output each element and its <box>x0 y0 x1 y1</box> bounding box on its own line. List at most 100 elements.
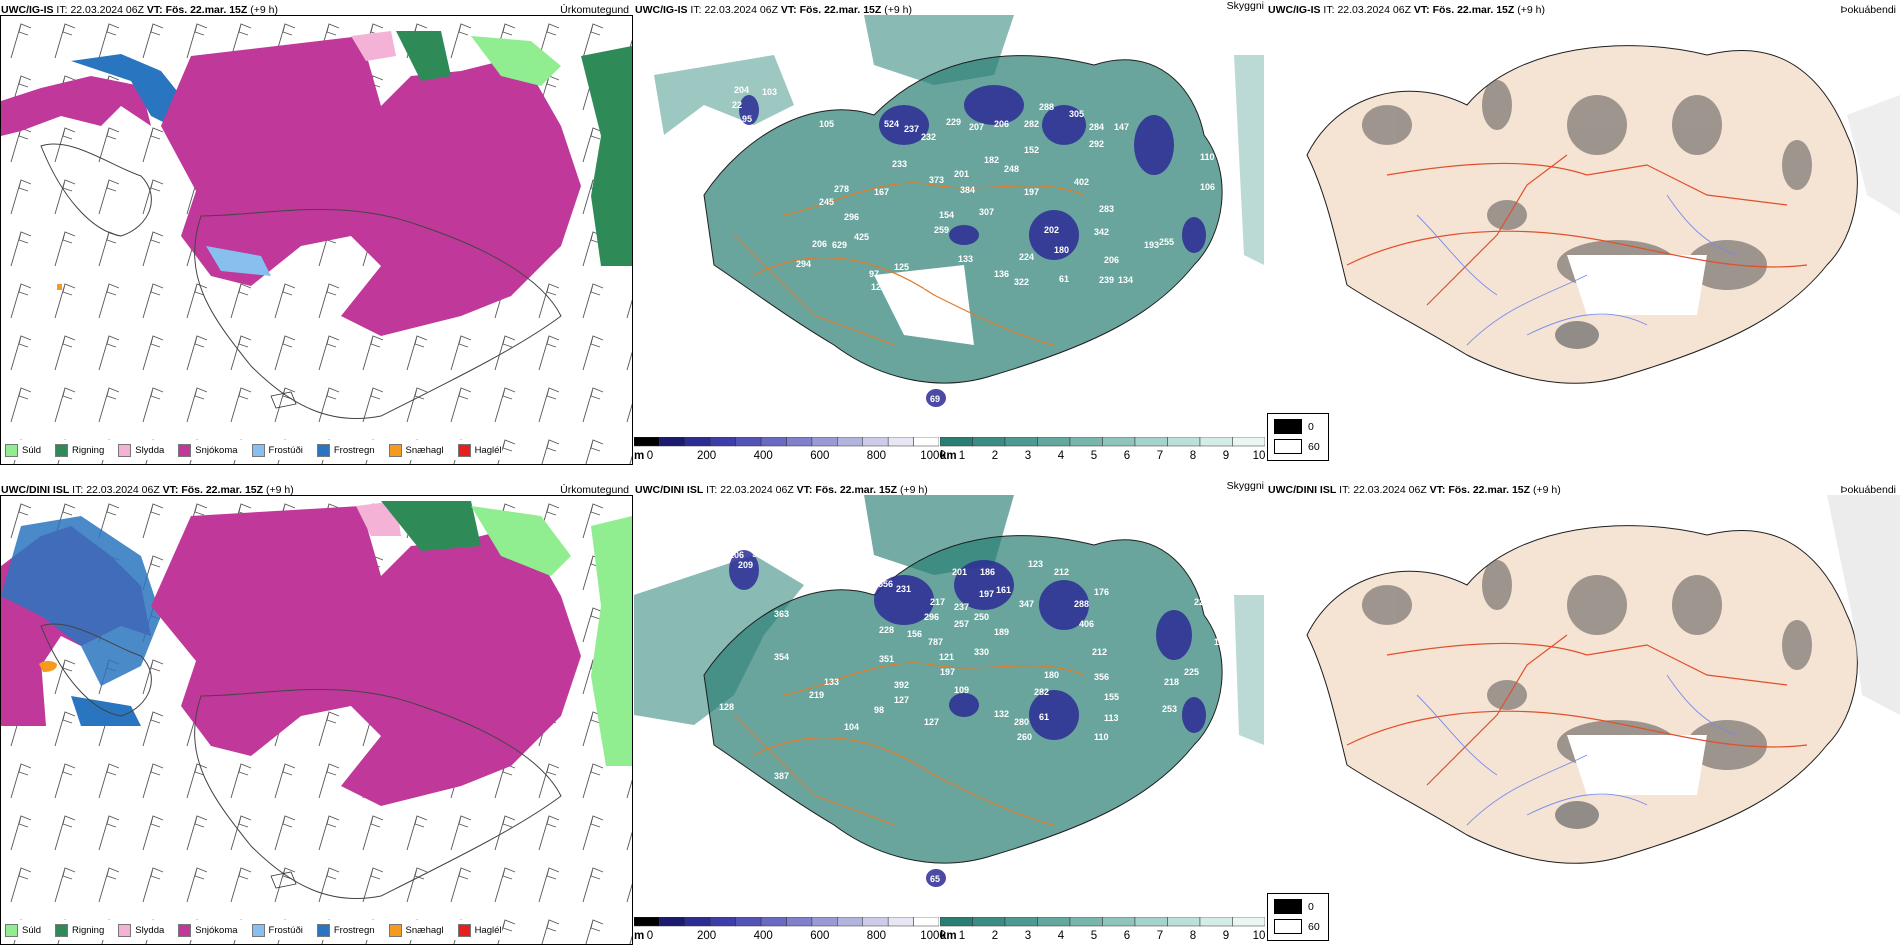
svg-text:105: 105 <box>819 119 834 129</box>
colorbar-tick: 9 <box>1222 450 1230 462</box>
svg-text:253: 253 <box>1162 704 1177 714</box>
svg-text:278: 278 <box>834 184 849 194</box>
svg-text:384: 384 <box>960 185 975 195</box>
svg-text:176: 176 <box>1094 587 1109 597</box>
legend-item: Haglél <box>457 923 502 937</box>
svg-text:161: 161 <box>996 585 1011 595</box>
colorbar-tick: 5 <box>1090 930 1098 942</box>
colorbar-segment <box>837 437 863 447</box>
panel-title: UWC/IG-IS IT: 22.03.2024 06Z VT: Fös. 22… <box>1268 4 1545 16</box>
svg-text:363: 363 <box>774 609 789 619</box>
colorbar-segment <box>1232 917 1265 927</box>
colorbar-tick: 5 <box>1090 450 1098 462</box>
svg-text:212: 212 <box>1054 567 1069 577</box>
svg-text:121: 121 <box>939 652 954 662</box>
svg-text:284: 284 <box>1089 122 1104 132</box>
svg-text:425: 425 <box>854 232 869 242</box>
precip-map: Súld Rigning Slydda Snjókoma Frostúði Fr… <box>0 15 633 465</box>
colorbar-segment <box>1069 917 1103 927</box>
svg-text:106: 106 <box>729 550 744 560</box>
colorbar-segment <box>940 437 973 447</box>
colorbar-tick: 4 <box>1057 930 1065 942</box>
panel-title: UWC/IG-IS IT: 22.03.2024 06Z VT: Fös. 22… <box>635 4 912 16</box>
colorbar-tick: 1000 <box>920 450 946 462</box>
svg-text:132: 132 <box>994 709 1009 719</box>
param-label: Úrkomutegund <box>560 484 629 496</box>
svg-text:127: 127 <box>924 717 939 727</box>
colorbar-tick: 600 <box>810 930 830 942</box>
colorbar-tick: 0 <box>646 930 654 942</box>
row-ig-is: UWC/IG-IS IT: 22.03.2024 06Z VT: Fös. 22… <box>0 0 1900 470</box>
visibility-colorbar: km 1 2 3 4 5 6 7 8 9 10 <box>940 917 1265 947</box>
swatch <box>178 443 192 457</box>
svg-text:237: 237 <box>904 124 919 134</box>
colorbar-tick: 10 <box>1252 450 1266 462</box>
svg-text:245: 245 <box>819 197 834 207</box>
ceiling-unit: m <box>634 930 645 942</box>
fog-legend-row: 60 <box>1274 919 1320 934</box>
colorbar-segment <box>811 917 838 927</box>
row-dini-isl: UWC/DINI ISL IT: 22.03.2024 06Z VT: Fös.… <box>0 480 1900 950</box>
svg-text:206: 206 <box>812 239 827 249</box>
svg-text:307: 307 <box>979 207 994 217</box>
svg-text:226: 226 <box>1194 597 1209 607</box>
colorbar-segment <box>659 437 686 447</box>
svg-text:154: 154 <box>939 210 954 220</box>
colorbar-tick: 3 <box>1024 450 1032 462</box>
svg-text:123: 123 <box>1028 559 1043 569</box>
svg-text:231: 231 <box>896 584 911 594</box>
colorbar-tick: 600 <box>810 450 830 462</box>
cloud-labels: 106 95 90 209 112 556 231 201 186 123 21… <box>719 549 1229 884</box>
swatch <box>55 923 69 937</box>
swatch <box>316 923 330 937</box>
svg-text:347: 347 <box>1019 599 1034 609</box>
colorbar-segment <box>1167 917 1201 927</box>
svg-text:125: 125 <box>789 79 804 89</box>
legend-item: Snæhagl <box>388 923 444 937</box>
svg-text:193: 193 <box>1144 240 1159 250</box>
svg-text:402: 402 <box>1074 177 1089 187</box>
svg-text:139: 139 <box>924 281 939 291</box>
colorbar-segment <box>1102 917 1136 927</box>
svg-text:232: 232 <box>921 132 936 142</box>
precip-map-svg <box>1 496 632 944</box>
colorbar-tick: 6 <box>1123 930 1131 942</box>
swatch <box>251 443 265 457</box>
colorbar-segment <box>760 917 787 927</box>
legend-item: Súld <box>5 443 41 457</box>
precip-legend: Súld Rigning Slydda Snjókoma Frostúði Fr… <box>5 920 502 940</box>
swatch <box>55 443 69 457</box>
visibility-unit: km <box>940 930 957 942</box>
swatch <box>5 923 18 937</box>
svg-text:128: 128 <box>719 702 734 712</box>
colorbar-segment <box>786 917 813 927</box>
fog-legend-row: 0 <box>1274 419 1314 434</box>
svg-text:197: 197 <box>979 589 994 599</box>
fog-legend: 0 60 <box>1267 893 1329 941</box>
svg-text:127: 127 <box>894 695 909 705</box>
svg-text:260: 260 <box>1017 732 1032 742</box>
colorbar-segment <box>887 437 914 447</box>
svg-text:248: 248 <box>1004 164 1019 174</box>
param-label: Þokuábendi <box>1840 4 1896 16</box>
colorbar-segment <box>1004 917 1038 927</box>
svg-text:292: 292 <box>1089 139 1104 149</box>
svg-text:123: 123 <box>871 282 886 292</box>
svg-text:61: 61 <box>1039 712 1049 722</box>
colorbar-tick: 400 <box>753 930 773 942</box>
colorbar-tick: 200 <box>697 450 717 462</box>
colorbar-tick: 10 <box>1252 930 1266 942</box>
panel-title: UWC/DINI ISL IT: 22.03.2024 06Z VT: Fös.… <box>635 484 928 496</box>
svg-text:233: 233 <box>892 159 907 169</box>
legend-item: Súld <box>5 923 41 937</box>
visibility-unit: km <box>940 450 957 462</box>
svg-text:288: 288 <box>1074 599 1089 609</box>
swatch <box>316 443 330 457</box>
colorbar-tick: 200 <box>697 930 717 942</box>
svg-text:228: 228 <box>879 625 894 635</box>
cloud-labels: 204 103 125 22 105 524 237 232 229 207 2… <box>732 79 1215 404</box>
swatch <box>5 443 18 457</box>
svg-text:356: 356 <box>1094 672 1109 682</box>
svg-text:406: 406 <box>1079 619 1094 629</box>
svg-text:147: 147 <box>1114 122 1129 132</box>
